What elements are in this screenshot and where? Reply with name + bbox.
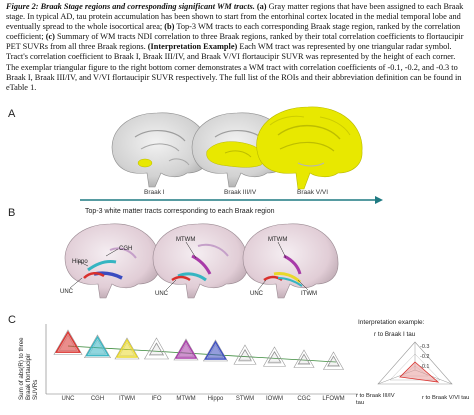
- x-label-unc: UNC: [61, 396, 75, 402]
- radar-summary-chart: [45, 324, 358, 395]
- interpretation-radar: -0.3 -0.2 -0.1: [377, 341, 453, 385]
- panel-b-brains: [64, 223, 339, 299]
- interp-tick-1: -0.2: [420, 354, 429, 360]
- radar-grid-stwm: [237, 348, 253, 362]
- trend-line: [67, 345, 337, 363]
- interp-top-label: r to Braak I tau: [374, 331, 416, 338]
- caption-text-d: Each WM tract was represented by one tri…: [6, 42, 462, 92]
- radar-symbol-ifo: [149, 342, 164, 355]
- radar-grid-ifo: [148, 342, 165, 356]
- radar-symbol-cgc: [297, 353, 311, 365]
- figure-label: Figure 2:: [6, 2, 39, 11]
- caption-text-c: Summary of WM tracts NDI correlation to …: [6, 32, 464, 52]
- radar-frame-cgh: [83, 334, 112, 359]
- brain-braak-5-6: [256, 106, 363, 190]
- panel-c-letter: C: [8, 314, 16, 326]
- interpretation-title: Interpretation example:: [358, 319, 425, 326]
- caption-part-a: (a): [256, 2, 267, 11]
- tract-label-cgh-1: CGH: [119, 246, 133, 252]
- x-label-ifo: IFO: [151, 396, 162, 402]
- radar-frame-cgc: [293, 349, 315, 368]
- panel-a-brains: [111, 106, 363, 190]
- panel-c-ylabel: Sum of abs(R) to three Braak flortaucipi…: [18, 336, 39, 400]
- interp-left-label: r to Braak III/IV tau: [356, 393, 395, 406]
- panel-b-heading: Top-3 white matter tracts corresponding …: [85, 208, 275, 215]
- tract-label-mtwm-3: MTWM: [268, 237, 288, 243]
- brain-braak-1: [111, 112, 210, 188]
- figure-caption: Figure 2: Braak Stage regions and corres…: [6, 2, 470, 93]
- radar-grid-iowm: [267, 350, 282, 364]
- radar-symbol-hippo: [204, 340, 227, 360]
- radar-frame-stwm: [233, 344, 257, 365]
- panel-a-letter: A: [8, 108, 16, 120]
- interp-tick-2: -0.1: [420, 364, 429, 370]
- radar-symbol-unc: [55, 330, 81, 353]
- braak-3-4-highlight: [206, 141, 264, 168]
- radar-frame-hippo: [202, 339, 229, 362]
- tract-label-itwm-3: ITWM: [301, 291, 317, 297]
- radar-symbol-mtwm: [174, 339, 198, 359]
- radar-symbol-itwm: [115, 338, 139, 358]
- x-label-hippo: Hippo: [207, 396, 224, 402]
- interp-example-triangle: [399, 361, 440, 383]
- radar-frame-ifo: [143, 337, 170, 360]
- x-label-stwm: STWM: [235, 396, 255, 402]
- radar-frame-lfowm: [322, 351, 345, 370]
- braak-5-6-label: Braak V/VI: [297, 189, 329, 196]
- radar-frame-mtwm: [173, 338, 199, 361]
- radar-symbol-lfowm: [327, 355, 340, 367]
- radar-symbol-cgh: [85, 335, 110, 357]
- radar-frame-unc: [53, 329, 83, 355]
- x-label-cgc: CGC: [297, 396, 311, 402]
- brain-tracts-2: [152, 223, 249, 299]
- panel-b-letter: B: [8, 207, 16, 219]
- tract-label-unc-3: UNC: [250, 291, 263, 297]
- tract-label-unc-1: UNC: [60, 289, 73, 295]
- figure-title: Braak Stage regions and corresponding si…: [40, 2, 255, 11]
- radar-frame-iowm: [262, 346, 287, 367]
- caption-text-b: Top-3 WM tracts to each corresponding Br…: [6, 22, 461, 42]
- tract-label-hippo-1: Hippo: [72, 259, 88, 265]
- braak-3-4-label: Braak III/IV: [224, 189, 257, 196]
- radar-frame-itwm: [114, 337, 140, 360]
- x-label-iowm: IOWM: [266, 396, 283, 402]
- caption-part-b: (b): [164, 22, 175, 32]
- brain-tracts-1: [64, 223, 161, 299]
- braak-1-label: Braak I: [144, 189, 165, 196]
- interp-right-label: r to Braak V/VI tau: [422, 395, 470, 401]
- tract-label-unc-2: UNC: [155, 291, 168, 297]
- radar-symbol-stwm: [238, 349, 252, 361]
- caption-part-c: (c): [45, 32, 55, 42]
- braak-1-highlight: [137, 158, 153, 168]
- x-label-itwm: ITWM: [119, 396, 135, 402]
- radar-symbol-iowm: [267, 351, 282, 363]
- x-label-lfowm: LFOWM: [322, 396, 345, 402]
- brain-tracts-3: [242, 223, 339, 299]
- caption-interpretation-label: (Interpretation Example): [147, 42, 238, 52]
- caption-text-a: Gray matter regions that have been assig…: [6, 2, 464, 32]
- x-label-mtwm: MTWM: [176, 396, 196, 402]
- x-label-cgh: CGH: [90, 396, 105, 402]
- interp-tick-0: -0.3: [420, 344, 429, 350]
- panel-c-ylabel-text: Sum of abs(R) to three Braak flortaucipi…: [18, 336, 39, 400]
- tract-label-mtwm-2: MTWM: [176, 237, 196, 243]
- progression-arrow: [80, 196, 383, 204]
